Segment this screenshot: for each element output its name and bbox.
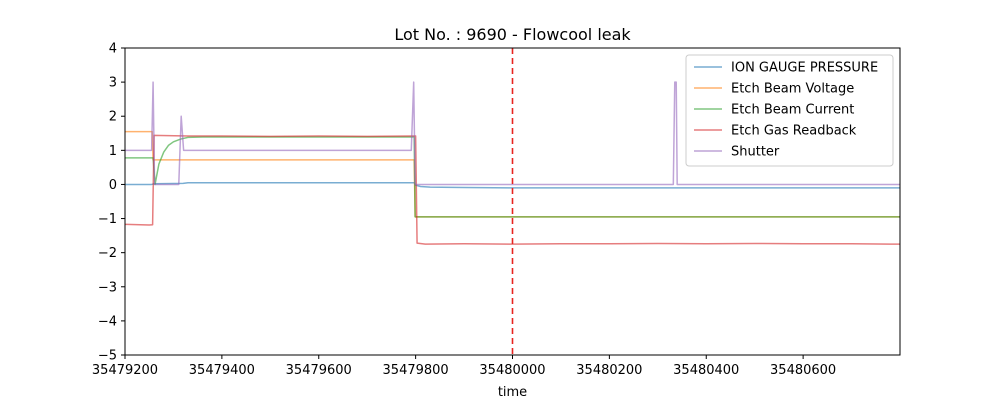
chart-title: Lot No. : 9690 - Flowcool leak <box>394 25 631 44</box>
legend-label: Shutter <box>731 145 780 160</box>
y-tick-label: 1 <box>109 144 117 159</box>
x-tick-label: 35479800 <box>383 363 449 378</box>
y-tick-label: −4 <box>98 314 117 329</box>
series-group <box>125 48 900 355</box>
series-line-5 <box>125 81 900 186</box>
x-tick-label: 35480000 <box>479 363 545 378</box>
x-tick-label: 35480400 <box>673 363 739 378</box>
x-tick-label: 35480200 <box>576 363 642 378</box>
y-tick-label: 2 <box>109 110 117 125</box>
legend-label: Etch Beam Voltage <box>731 82 854 97</box>
y-tick-label: 0 <box>109 178 117 193</box>
series-line-4 <box>125 134 900 245</box>
y-tick-label: −2 <box>98 246 117 261</box>
legend-box <box>685 54 894 167</box>
series-line-1 <box>125 181 900 189</box>
x-tick-label: 35479400 <box>189 363 255 378</box>
plot-area: 35479200 35479400 35479600 35479800 35480000… <box>92 42 901 378</box>
legend-label: ION GAUGE PRESSURE <box>731 61 878 76</box>
legend-label: Etch Gas Readback <box>731 124 857 139</box>
x-tick-label: 35479200 <box>92 363 158 378</box>
x-axis-label: time <box>498 385 527 400</box>
y-tick-label: −3 <box>98 280 117 295</box>
y-tick-label: 3 <box>109 76 117 91</box>
legend-label: Etch Beam Current <box>731 103 854 118</box>
y-tick-label: −1 <box>98 212 117 227</box>
x-tick-label: 35479600 <box>286 363 352 378</box>
legend: ION GAUGE PRESSURE Etch Beam Voltage Etch … <box>685 54 894 167</box>
y-tick-label: 4 <box>109 42 117 57</box>
y-tick-label: −5 <box>98 349 117 364</box>
x-tick-label: 35480600 <box>770 363 836 378</box>
